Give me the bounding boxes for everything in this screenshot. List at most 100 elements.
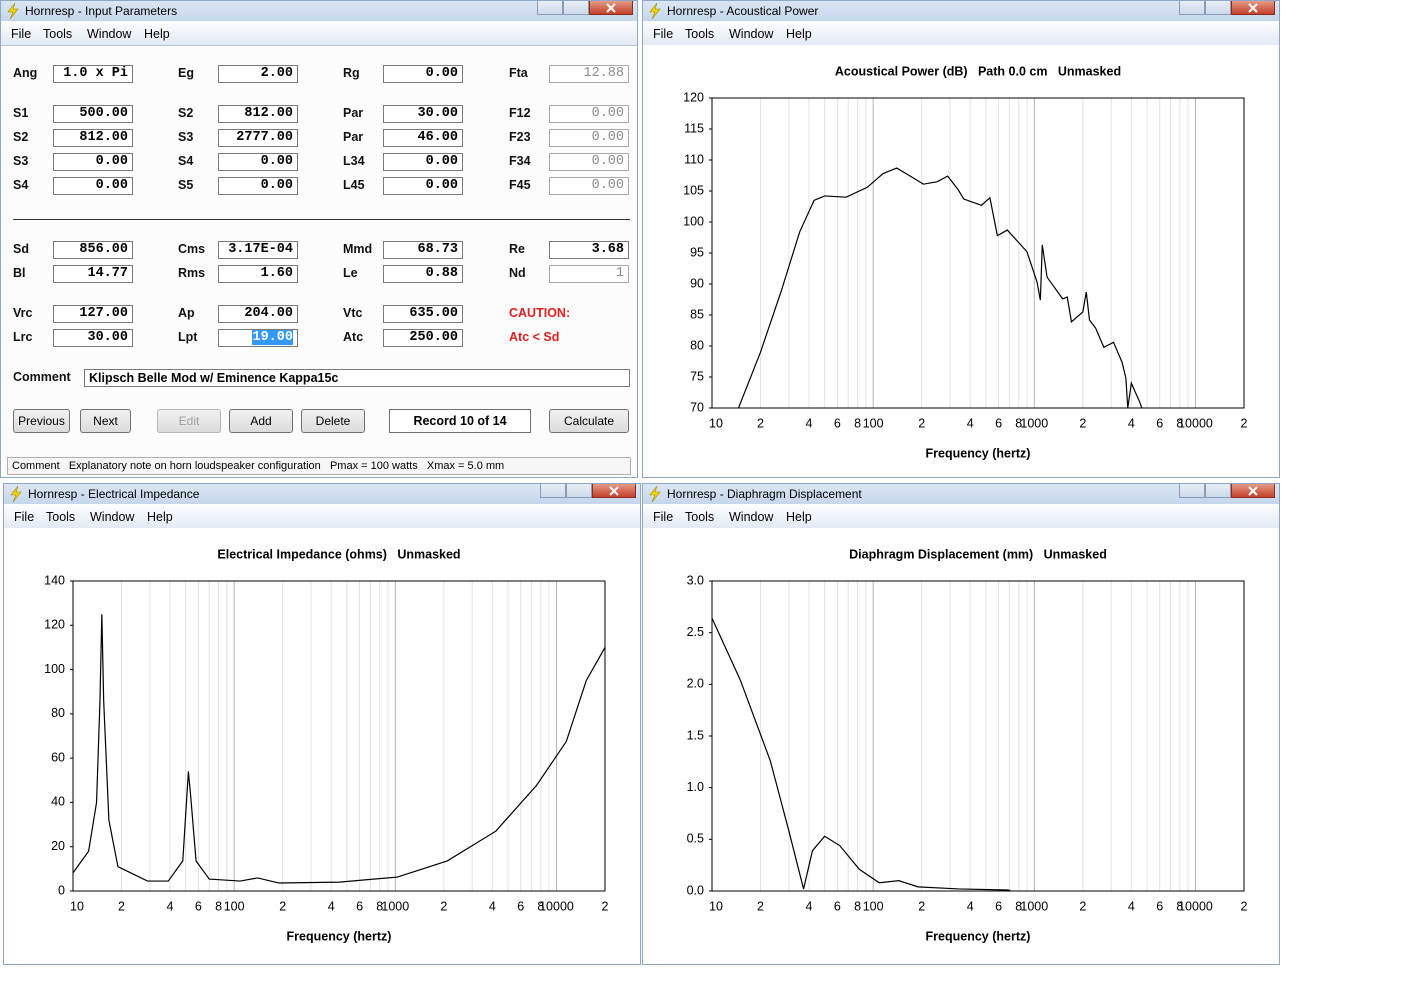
x-axis-label: Frequency (hertz): [926, 446, 1031, 460]
text-field[interactable]: 30.00: [53, 329, 133, 347]
field-label: S1: [13, 106, 29, 120]
menu-item[interactable]: Window: [729, 510, 774, 524]
x-tick-label: 10: [709, 899, 723, 913]
text-field[interactable]: 250.00: [383, 329, 463, 347]
menu-item[interactable]: Tools: [43, 27, 73, 41]
close-glyph: [609, 486, 619, 496]
button[interactable]: Calculate: [549, 409, 629, 433]
text-field[interactable]: 2.00: [218, 65, 298, 83]
x-tick-label: 10000: [1178, 416, 1213, 430]
text-field[interactable]: 68.73: [383, 241, 463, 259]
menu-item[interactable]: Tools: [46, 510, 76, 524]
text-field[interactable]: 0.00: [383, 153, 463, 171]
field-label: Bl: [13, 266, 26, 280]
field-label: Re: [509, 242, 525, 256]
text-field[interactable]: 0.00: [53, 177, 133, 195]
menu-item[interactable]: Window: [90, 510, 135, 524]
field-label: Rms: [178, 266, 206, 280]
text-field[interactable]: 0.00: [218, 177, 298, 195]
text-field[interactable]: 0.00: [383, 65, 463, 83]
x-tick-label: 2: [279, 899, 286, 913]
button[interactable]: Add: [229, 409, 293, 433]
text-field[interactable]: 1.60: [218, 265, 298, 283]
minimize-button[interactable]: [540, 484, 566, 498]
close-button[interactable]: [1231, 484, 1275, 498]
x-tick-label: 8: [1176, 899, 1183, 913]
y-tick-label: 115: [684, 121, 704, 135]
text-field[interactable]: 1.0 x Pi: [53, 65, 133, 83]
menu-item[interactable]: Tools: [685, 510, 715, 524]
text-field[interactable]: 0.00: [383, 177, 463, 195]
maximize-button[interactable]: [566, 484, 592, 498]
text-field[interactable]: 0.00: [218, 153, 298, 171]
close-button[interactable]: [589, 1, 633, 15]
text-field[interactable]: 3.17E-04: [218, 241, 298, 259]
menu-item[interactable]: Help: [786, 27, 812, 41]
menu-bar: File Tools Window Help: [643, 506, 1279, 529]
menu-item[interactable]: Help: [147, 510, 173, 524]
text-field[interactable]: 0.88: [383, 265, 463, 283]
comment-field[interactable]: Klipsch Belle Mod w/ Eminence Kappa15c: [84, 369, 630, 387]
menu-item[interactable]: Help: [144, 27, 170, 41]
y-tick-label: 120: [683, 90, 704, 104]
x-tick-label: 8: [537, 899, 544, 913]
text-field[interactable]: 127.00: [53, 305, 133, 323]
y-tick-label: 100: [683, 214, 704, 228]
x-tick-label: 6: [834, 416, 841, 430]
lightning-bolt: [7, 3, 19, 19]
button[interactable]: Next: [80, 409, 131, 433]
x-tick-label: 2: [757, 899, 764, 913]
x-tick-label: 2: [118, 899, 125, 913]
field-value: 0.00: [591, 154, 624, 169]
field-value: 127.00: [79, 306, 128, 321]
x-tick-label: 4: [806, 899, 813, 913]
field-value: 0.00: [95, 178, 128, 193]
button[interactable]: Delete: [301, 409, 365, 433]
close-glyph: [1248, 486, 1258, 496]
field-value: 1.60: [260, 266, 293, 281]
text-field[interactable]: 2777.00: [218, 129, 298, 147]
text-field[interactable]: 812.00: [53, 129, 133, 147]
text-field[interactable]: 3.68: [549, 241, 629, 259]
text-field[interactable]: 204.00: [218, 305, 298, 323]
maximize-button[interactable]: [563, 1, 589, 15]
field-value: 3.17E-04: [228, 242, 293, 257]
menu-item[interactable]: File: [14, 510, 35, 524]
text-field: 1: [549, 265, 629, 283]
x-tick-label: 4: [806, 416, 813, 430]
menu-item[interactable]: Window: [729, 27, 774, 41]
separator: [13, 219, 630, 220]
text-field[interactable]: 19.00: [218, 329, 298, 347]
close-button[interactable]: [1231, 1, 1275, 15]
minimize-button[interactable]: [1179, 1, 1205, 15]
text-field[interactable]: 812.00: [218, 105, 298, 123]
minimize-button[interactable]: [1179, 484, 1205, 498]
minimize-button[interactable]: [537, 1, 563, 15]
caution-text: CAUTION:: [509, 306, 571, 320]
text-field[interactable]: 0.00: [53, 153, 133, 171]
x-tick-label: 10: [70, 899, 84, 913]
menu-item[interactable]: File: [653, 510, 674, 524]
text-field[interactable]: 500.00: [53, 105, 133, 123]
text-field[interactable]: 856.00: [53, 241, 133, 259]
menu-item[interactable]: File: [11, 27, 32, 41]
close-button[interactable]: [592, 484, 636, 498]
menu-item[interactable]: Tools: [685, 27, 715, 41]
data-line: [737, 167, 1143, 408]
menu-item[interactable]: Window: [87, 27, 132, 41]
menu-item[interactable]: File: [653, 27, 674, 41]
maximize-button[interactable]: [1205, 1, 1231, 15]
x-tick-label: 6: [356, 899, 363, 913]
menu-bar: File Tools Window Help: [643, 23, 1279, 46]
maximize-button[interactable]: [1205, 484, 1231, 498]
text-field[interactable]: 30.00: [383, 105, 463, 123]
field-label: F12: [509, 106, 531, 120]
button[interactable]: Previous: [13, 409, 70, 433]
text-field[interactable]: 14.77: [53, 265, 133, 283]
y-tick-label: 95: [690, 245, 704, 259]
menu-item[interactable]: Help: [786, 510, 812, 524]
text-field[interactable]: 46.00: [383, 129, 463, 147]
text-field[interactable]: 635.00: [383, 305, 463, 323]
field-label: Mmd: [343, 242, 373, 256]
